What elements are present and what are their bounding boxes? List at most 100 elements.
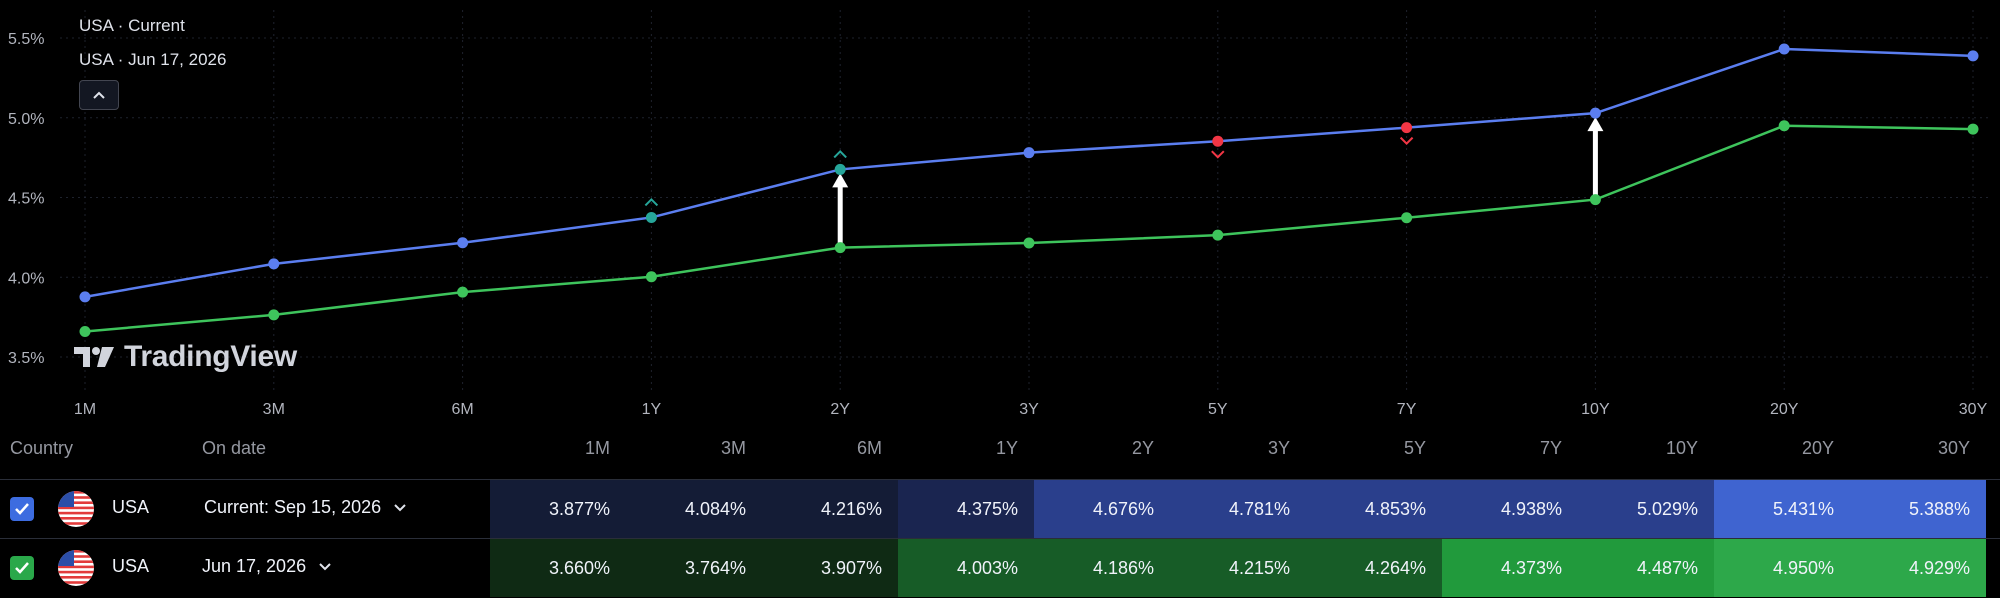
x-tick-label: 30Y (1959, 401, 1988, 418)
country-label: USA (112, 497, 150, 517)
yield-cell: 3.907% (762, 539, 898, 597)
header-term[interactable]: 1Y (995, 438, 1018, 458)
table-row: USA Current: Sep 15, 2026 3.877% 4.084% 4.21… (0, 479, 2000, 538)
data-point-jun17 (79, 325, 91, 337)
x-tick-label: 3Y (1019, 401, 1039, 418)
yield-cell: 4.853% (1306, 480, 1442, 538)
header-term[interactable]: 3M (720, 438, 746, 458)
data-point-current (1778, 43, 1790, 55)
header-term[interactable]: 10Y (1665, 438, 1698, 458)
yield-cell: 4.216% (762, 480, 898, 538)
data-point-current (645, 211, 657, 223)
header-term[interactable]: 3Y (1267, 438, 1290, 458)
data-point-current (457, 237, 469, 249)
change-down-marker-icon (1211, 150, 1225, 159)
x-tick-label: 2Y (830, 401, 850, 418)
x-tick-label: 7Y (1397, 401, 1417, 418)
y-tick-label: 5.5% (8, 31, 44, 48)
checkmark-icon (15, 503, 29, 515)
change-down-marker-icon (1399, 136, 1414, 146)
data-point-jun17 (1023, 237, 1035, 249)
yield-cell: 3.877% (490, 480, 626, 538)
y-tick-label: 3.5% (8, 350, 44, 367)
country-label: USA (112, 556, 150, 576)
data-point-current (1023, 147, 1035, 159)
x-tick-label: 1Y (642, 401, 662, 418)
checkmark-icon (15, 562, 29, 574)
us-flag-icon (58, 491, 94, 527)
header-term[interactable]: 7Y (1539, 438, 1562, 458)
y-tick-label: 5.0% (8, 111, 44, 128)
yield-cell: 4.781% (1170, 480, 1306, 538)
row-checkbox[interactable] (10, 556, 34, 580)
header-on-date[interactable]: On date (202, 438, 267, 458)
chevron-up-icon (93, 91, 105, 99)
data-point-current (268, 258, 280, 270)
date-label: Current: Sep 15, 2026 (204, 497, 382, 517)
date-selector[interactable]: Jun 17, 2026 (202, 556, 332, 577)
yield-cell: 4.003% (898, 539, 1034, 597)
header-term[interactable]: 30Y (1937, 438, 1970, 458)
yield-cell: 4.373% (1442, 539, 1578, 597)
header-term[interactable]: 2Y (1131, 438, 1154, 458)
tradingview-logo-icon (74, 347, 114, 367)
table-header: Country On date 1M 3M 6M 1Y 2Y 3Y 5Y 7Y 10Y 20Y 30… (0, 432, 2000, 466)
table-row: USA Jun 17, 2026 3.660% 3.764% 3.907% 4.003% 4… (0, 538, 2000, 597)
data-point-current (1212, 135, 1224, 147)
chart-legend: USA · Current USA · Jun 17, 2026 (79, 16, 226, 84)
yield-cell: 4.938% (1442, 480, 1578, 538)
row-checkbox[interactable] (10, 497, 34, 521)
data-point-current (79, 291, 91, 303)
yield-cell: 5.029% (1578, 480, 1714, 538)
header-term[interactable]: 6M (856, 438, 882, 458)
chart-svg[interactable]: 3.5% 4.0% 4.5% 5.0% 5.5% 1M 3M 6M 1Y 2Y 3Y 5Y 7Y 10Y 2… (0, 0, 2000, 430)
data-point-jun17 (1212, 229, 1224, 241)
yield-curve-chart[interactable]: 3.5% 4.0% 4.5% 5.0% 5.5% 1M 3M 6M 1Y 2Y 3Y 5Y 7Y 10Y 2… (0, 0, 2000, 430)
x-tick-label: 5Y (1208, 401, 1228, 418)
header-term[interactable]: 5Y (1403, 438, 1426, 458)
change-arrow-head (832, 173, 849, 188)
chevron-down-icon (319, 562, 331, 570)
header-term[interactable]: 20Y (1801, 438, 1834, 458)
x-tick-label: 10Y (1581, 401, 1610, 418)
yield-cell: 3.660% (490, 539, 626, 597)
x-tick-label: 3M (263, 401, 285, 418)
yield-cell: 4.084% (626, 480, 762, 538)
data-point-current (1401, 122, 1413, 134)
change-arrow-head (1587, 117, 1604, 132)
tradingview-logo: TradingView (74, 340, 297, 374)
yield-cell: 4.676% (1034, 480, 1170, 538)
legend-series-current[interactable]: USA · Current (79, 16, 185, 35)
yield-cell: 5.388% (1850, 480, 1986, 538)
data-point-current (1589, 107, 1601, 119)
y-tick-label: 4.0% (8, 270, 44, 287)
legend-series-jun17[interactable]: USA · Jun 17, 2026 (79, 50, 227, 69)
data-point-jun17 (1401, 212, 1413, 224)
date-label: Jun 17, 2026 (202, 556, 307, 576)
yield-cell: 4.929% (1850, 539, 1986, 597)
collapse-legend-button[interactable] (79, 80, 119, 110)
change-up-marker-icon (833, 150, 847, 159)
logo-text: TradingView (124, 340, 297, 373)
yield-cell: 4.264% (1306, 539, 1442, 597)
yield-cell: 3.764% (626, 539, 762, 597)
yield-cell: 4.487% (1578, 539, 1714, 597)
data-point-current (834, 163, 846, 175)
data-point-jun17 (457, 286, 469, 298)
yield-cell: 5.431% (1714, 480, 1850, 538)
date-selector[interactable]: Current: Sep 15, 2026 (204, 497, 407, 518)
x-tick-label: 20Y (1770, 401, 1799, 418)
data-point-jun17 (645, 271, 657, 283)
header-country[interactable]: Country (10, 438, 74, 458)
header-term[interactable]: 1M (584, 438, 610, 458)
data-point-jun17 (1589, 194, 1601, 206)
data-point-jun17 (1778, 120, 1790, 132)
us-flag-icon (58, 550, 94, 586)
chevron-down-icon (394, 503, 406, 511)
yield-cell: 4.950% (1714, 539, 1850, 597)
yield-cell: 4.186% (1034, 539, 1170, 597)
x-tick-label: 6M (451, 401, 473, 418)
y-tick-label: 4.5% (8, 191, 44, 208)
x-tick-label: 1M (74, 401, 96, 418)
data-point-jun17 (1967, 123, 1979, 135)
